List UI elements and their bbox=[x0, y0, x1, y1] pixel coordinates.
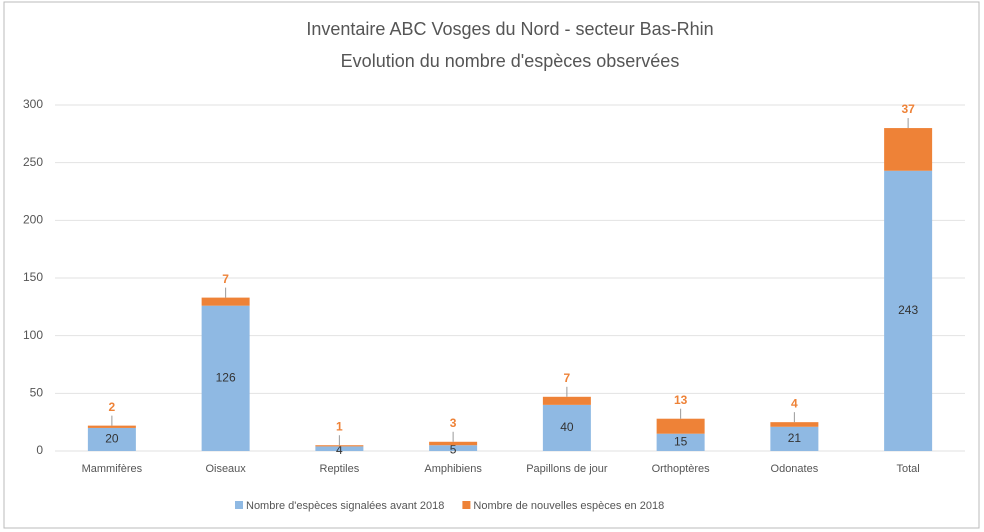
y-tick-label: 100 bbox=[23, 328, 43, 342]
chart-border bbox=[3, 1, 980, 529]
x-tick-label: Total bbox=[897, 463, 920, 475]
x-tick-label: Oiseaux bbox=[205, 463, 246, 475]
bar-segment bbox=[201, 305, 250, 451]
x-tick-label: Mammifères bbox=[82, 463, 143, 475]
data-label: 243 bbox=[898, 303, 918, 317]
bar-segment bbox=[87, 427, 136, 451]
bar-segment bbox=[315, 446, 364, 451]
bar-segment bbox=[770, 426, 819, 451]
data-label: 37 bbox=[901, 102, 915, 116]
bar-segment bbox=[656, 418, 705, 434]
legend-swatch bbox=[235, 501, 243, 509]
y-tick-label: 0 bbox=[36, 443, 43, 457]
x-tick-label: Odonates bbox=[771, 463, 819, 475]
data-label: 15 bbox=[674, 435, 688, 449]
y-tick-label: 150 bbox=[23, 270, 43, 284]
data-label: 5 bbox=[450, 442, 457, 456]
y-tick-label: 50 bbox=[30, 386, 44, 400]
legend-label: Nombre d'espèces signalées avant 2018 bbox=[246, 500, 444, 512]
bar-segment bbox=[87, 425, 136, 428]
data-label: 7 bbox=[222, 272, 229, 286]
chart-title: Inventaire ABC Vosges du Nord - secteur … bbox=[306, 19, 713, 39]
data-label: 4 bbox=[791, 396, 798, 410]
y-tick-label: 200 bbox=[23, 213, 43, 227]
data-label: 20 bbox=[105, 432, 119, 446]
data-label: 40 bbox=[560, 420, 574, 434]
data-label: 7 bbox=[564, 371, 571, 385]
x-tick-label: Papillons de jour bbox=[526, 463, 608, 475]
data-label: 126 bbox=[216, 371, 236, 385]
legend-swatch bbox=[462, 501, 471, 509]
data-label: 1 bbox=[336, 419, 343, 433]
y-tick-label: 300 bbox=[23, 97, 43, 111]
y-tick-label: 250 bbox=[23, 155, 43, 169]
data-label: 4 bbox=[336, 443, 343, 457]
chart-subtitle: Evolution du nombre d'espèces observées bbox=[341, 51, 680, 71]
x-tick-label: Reptiles bbox=[320, 463, 360, 475]
data-label: 2 bbox=[109, 400, 116, 414]
bar-segment bbox=[884, 128, 933, 171]
bar-segment bbox=[201, 297, 250, 306]
bar-segment bbox=[770, 422, 819, 427]
bar-segment bbox=[884, 170, 933, 452]
x-tick-label: Orthoptères bbox=[652, 463, 711, 475]
data-label: 13 bbox=[674, 393, 688, 407]
data-label: 21 bbox=[788, 431, 802, 445]
bar-segment bbox=[542, 396, 591, 405]
bar-segment bbox=[429, 441, 478, 446]
bar-segment bbox=[542, 404, 591, 451]
bar-segment bbox=[315, 445, 364, 447]
bar-segment bbox=[429, 445, 478, 451]
legend-label: Nombre de nouvelles espèces en 2018 bbox=[473, 500, 664, 512]
x-tick-label: Amphibiens bbox=[424, 463, 482, 475]
bar-segment bbox=[656, 433, 705, 451]
data-label: 3 bbox=[450, 416, 457, 430]
